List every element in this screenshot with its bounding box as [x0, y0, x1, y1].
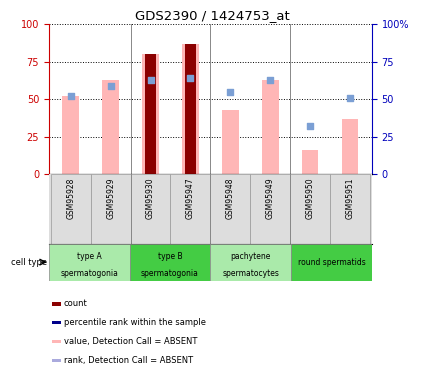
Text: rank, Detection Call = ABSENT: rank, Detection Call = ABSENT: [64, 356, 193, 365]
Text: GSM95950: GSM95950: [306, 177, 314, 219]
Text: spermatogonia: spermatogonia: [60, 268, 118, 278]
Text: type B: type B: [158, 252, 182, 261]
Point: [147, 77, 154, 83]
Text: cell type: cell type: [11, 258, 47, 267]
Bar: [182, 44, 199, 174]
Text: spermatogonia: spermatogonia: [141, 268, 199, 278]
Bar: [185, 44, 196, 174]
Bar: [250, 174, 290, 244]
Text: count: count: [64, 299, 88, 308]
Bar: [290, 174, 330, 244]
Bar: [52, 340, 61, 344]
Bar: [142, 54, 159, 174]
Point: [346, 95, 353, 101]
Bar: [342, 119, 358, 174]
Bar: [52, 321, 61, 324]
Bar: [51, 174, 91, 244]
Text: GSM95949: GSM95949: [266, 177, 275, 219]
Bar: [170, 174, 210, 244]
Bar: [291, 244, 372, 280]
Text: GSM95947: GSM95947: [186, 177, 195, 219]
Point: [187, 75, 194, 81]
Point: [227, 89, 234, 95]
Point: [267, 77, 274, 83]
Bar: [262, 80, 278, 174]
Text: GDS2390 / 1424753_at: GDS2390 / 1424753_at: [135, 9, 290, 22]
Bar: [145, 54, 156, 174]
Text: GSM95951: GSM95951: [346, 177, 354, 219]
Bar: [49, 244, 130, 280]
Text: GSM95930: GSM95930: [146, 177, 155, 219]
Text: GSM95929: GSM95929: [106, 177, 115, 219]
Text: GSM95928: GSM95928: [66, 177, 75, 219]
Bar: [222, 110, 239, 174]
Text: spermatocytes: spermatocytes: [222, 268, 279, 278]
Bar: [330, 174, 370, 244]
Bar: [91, 174, 130, 244]
Bar: [130, 244, 210, 280]
Bar: [52, 359, 61, 362]
Text: pachytene: pachytene: [230, 252, 271, 261]
Bar: [130, 174, 170, 244]
Text: round spermatids: round spermatids: [298, 258, 366, 267]
Text: type A: type A: [77, 252, 102, 261]
Bar: [210, 174, 250, 244]
Point: [107, 83, 114, 89]
Text: GSM95948: GSM95948: [226, 177, 235, 219]
Point: [68, 93, 74, 99]
Point: [307, 123, 314, 129]
Bar: [52, 302, 61, 306]
Text: percentile rank within the sample: percentile rank within the sample: [64, 318, 206, 327]
Bar: [62, 96, 79, 174]
Bar: [302, 150, 318, 174]
Text: value, Detection Call = ABSENT: value, Detection Call = ABSENT: [64, 337, 197, 346]
Bar: [210, 244, 291, 280]
Bar: [102, 80, 119, 174]
